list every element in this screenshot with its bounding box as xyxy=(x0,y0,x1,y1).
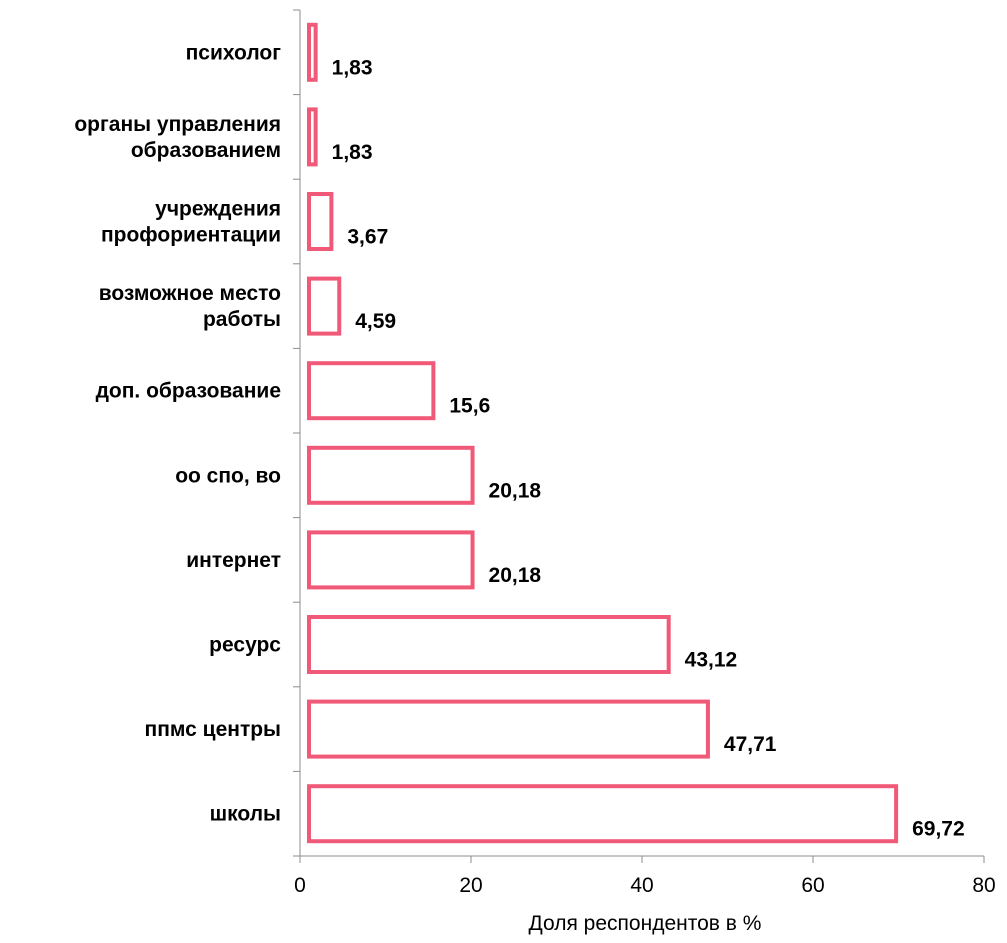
x-axis-title: Доля респондентов в % xyxy=(529,912,762,935)
category-label-line: школы xyxy=(210,803,281,826)
value-label: 3,67 xyxy=(347,226,388,249)
value-label: 15,6 xyxy=(449,395,490,418)
bar xyxy=(307,445,475,505)
category-label: ппмс центры xyxy=(145,718,281,741)
category-label-line: возможное место xyxy=(99,282,281,305)
x-tick-labels: 0 20 40 60 80 xyxy=(294,874,996,897)
category-label: органы управления образованием xyxy=(74,113,281,162)
category-label: оо спо, во xyxy=(175,464,281,487)
category-label-line: работы xyxy=(203,308,281,331)
value-label: 47,71 xyxy=(724,733,777,756)
bar xyxy=(307,699,710,759)
bar xyxy=(307,615,671,674)
x-tick-label: 60 xyxy=(801,874,824,897)
value-label: 4,59 xyxy=(355,310,396,333)
category-label-line: оо спо, во xyxy=(175,464,281,487)
x-tick-label: 0 xyxy=(294,874,306,897)
category-label-line: ресурс xyxy=(209,634,281,657)
category-label-line: учреждения xyxy=(155,198,281,221)
chart-bars xyxy=(307,22,899,844)
x-tick-label: 40 xyxy=(630,874,653,897)
chart-axes xyxy=(293,9,985,863)
category-label: интернет xyxy=(186,549,281,572)
category-label: ресурс xyxy=(209,634,281,657)
value-label: 20,18 xyxy=(489,564,542,587)
value-label: 1,83 xyxy=(332,141,373,164)
category-label-line: интернет xyxy=(186,549,281,572)
value-label: 1,83 xyxy=(332,56,373,79)
value-label: 43,12 xyxy=(685,649,738,672)
category-label-line: профориентации xyxy=(101,224,281,247)
category-label-line: доп. образование xyxy=(96,380,281,403)
category-label: доп. образование xyxy=(96,380,281,403)
category-label-line: психолог xyxy=(186,41,282,64)
bar xyxy=(307,192,334,251)
x-tick-label: 20 xyxy=(459,874,482,897)
value-labels: 1,83 1,83 3,67 4,59 15,6 20,18 20,18 43,12 47,71… xyxy=(332,56,965,840)
bar xyxy=(307,530,475,590)
category-label-line: ппмс центры xyxy=(145,718,281,741)
value-label: 20,18 xyxy=(489,479,542,502)
x-tick-label: 80 xyxy=(972,874,995,897)
bar xyxy=(307,22,318,82)
category-label: психолог xyxy=(186,41,282,64)
bar xyxy=(307,276,342,336)
bar xyxy=(307,361,436,421)
category-label: учреждения профориентации xyxy=(101,198,281,247)
bar xyxy=(307,784,899,844)
value-label: 69,72 xyxy=(912,818,965,841)
category-label-line: образованием xyxy=(131,139,281,162)
category-label: возможное место работы xyxy=(99,282,281,331)
category-labels: психолог органы управления образованием учр… xyxy=(74,41,281,825)
category-label: школы xyxy=(210,803,281,826)
bar xyxy=(307,107,318,167)
category-label-line: органы управления xyxy=(74,113,281,136)
